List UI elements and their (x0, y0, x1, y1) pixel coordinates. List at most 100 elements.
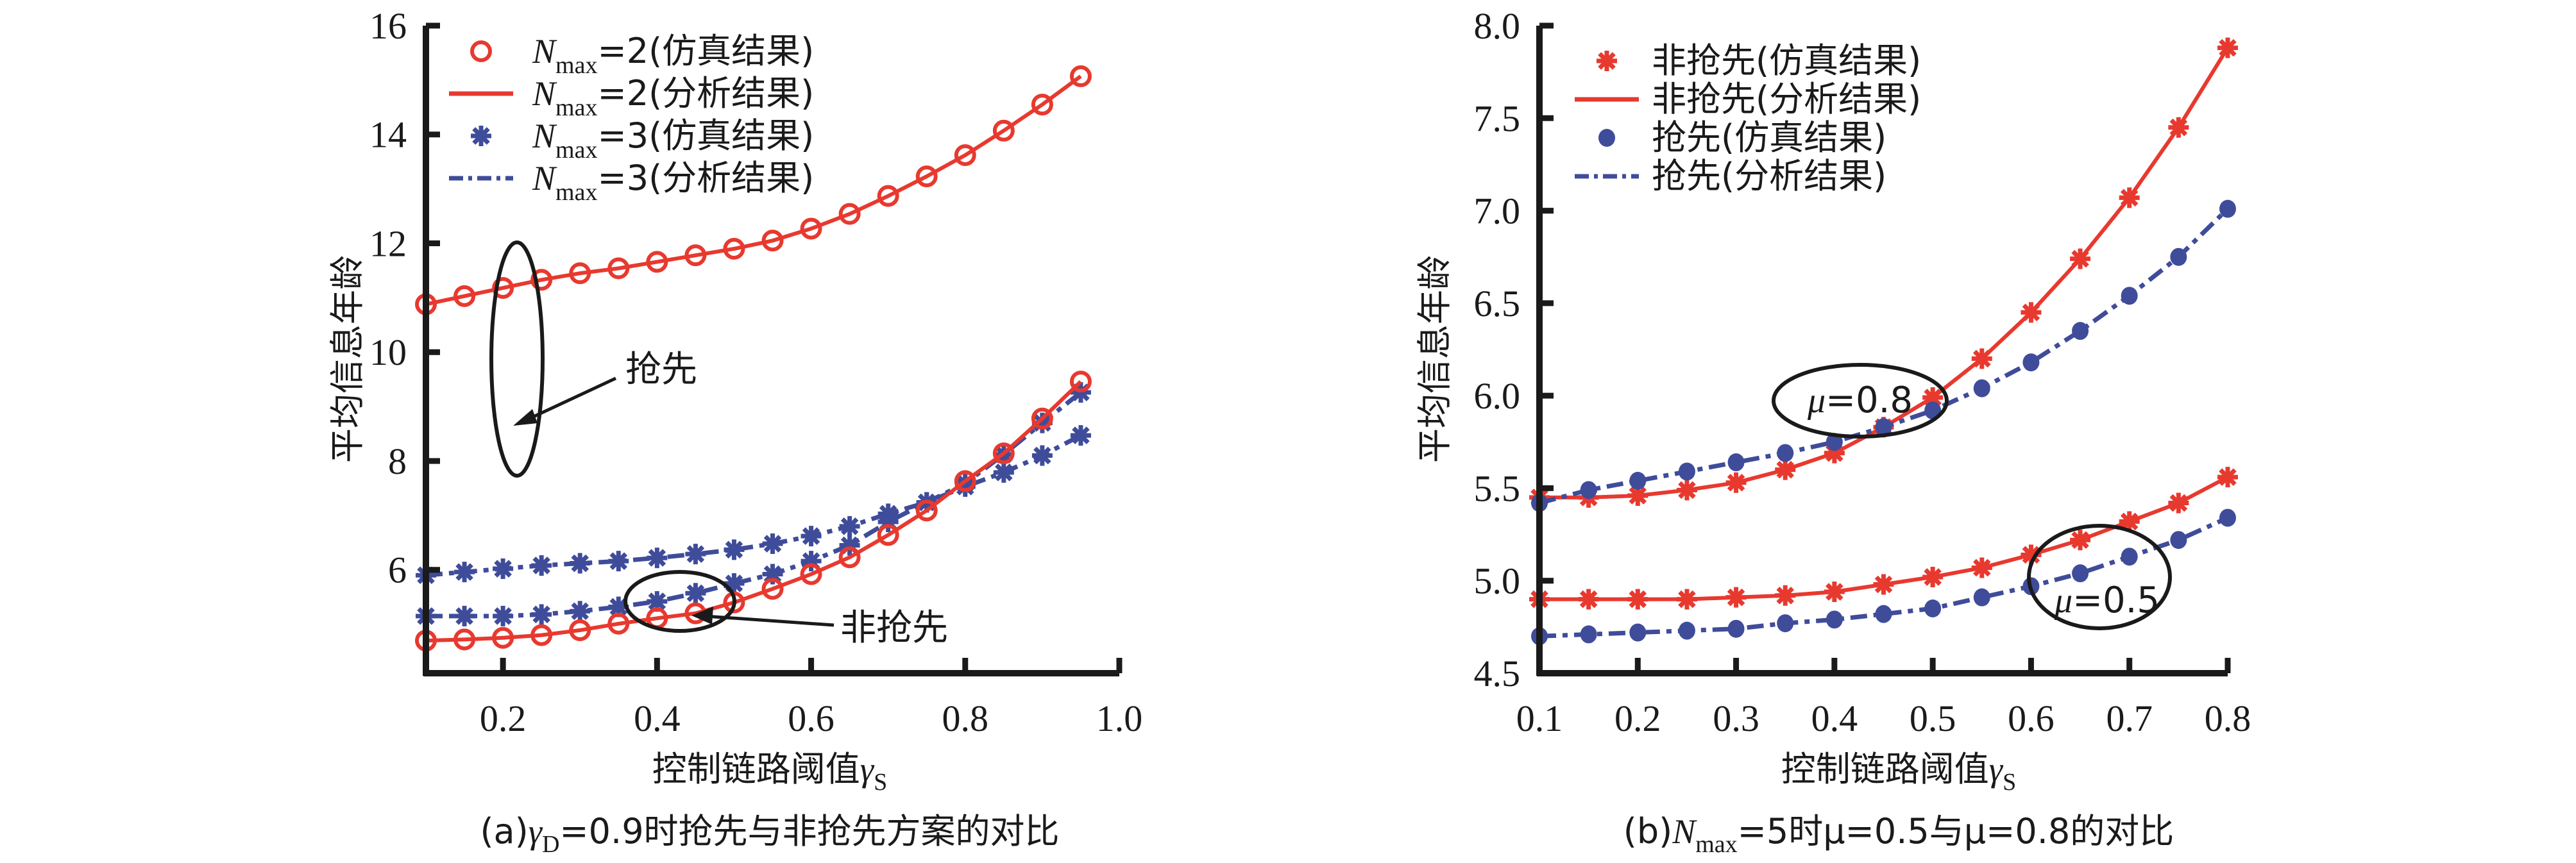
a-series-3-point (453, 628, 476, 651)
b-series-3-point (2170, 531, 2187, 549)
b-caption-sym: N (1672, 812, 1697, 851)
a-series-1-point (1031, 445, 1053, 466)
a-legend: Nmax=2(仿真结果)Nmax=2(分析结果)Nmax=3(仿真结果)Nmax… (449, 31, 814, 206)
b-series-3-point (1629, 623, 1647, 642)
a-preemptive-arrowhead (513, 409, 538, 426)
a-series-3-point (992, 442, 1015, 465)
a-series-2-point (570, 601, 591, 622)
a-series-2-point (762, 564, 783, 585)
b-series-1-point (2219, 199, 2236, 218)
a-legend-label: Nmax=3(分析结果) (532, 158, 814, 206)
a-series-0-point (838, 203, 861, 225)
a-caption-sym: γ (529, 812, 543, 851)
a-series-3-point (569, 619, 591, 641)
a-legend-label-part: N (532, 32, 557, 71)
b-series-1-point (2022, 353, 2040, 372)
b-series-0-point (1676, 480, 1697, 501)
b-series-0-point (2217, 37, 2238, 58)
b-xlabel-sym: γ (1989, 750, 2004, 789)
b-series-2-point (1775, 585, 1796, 606)
b-mu08-sym: μ (1807, 381, 1826, 421)
a-series-0-point (1069, 65, 1092, 87)
b-series-1-point (2072, 322, 2089, 340)
a-x-tick-label: 0.6 (788, 698, 835, 739)
b-xlabel-text: 控制链路阈值 (1781, 749, 1989, 789)
b-annotations: μ=0.8 μ=0.5 (1772, 363, 2172, 630)
b-series-2-point (1824, 582, 1845, 603)
a-caption-prefix: (a) (480, 811, 528, 851)
b-y-tick-label: 4.5 (1474, 653, 1521, 694)
a-series-0-point (992, 119, 1015, 142)
a-legend-item-3: Nmax=3(分析结果) (449, 158, 814, 206)
a-series-2-point (531, 604, 552, 625)
a-annotations: 抢先 非抢先 (489, 240, 948, 649)
b-legend-item-1: 非抢先(分析结果) (1575, 79, 1921, 119)
a-series-1-point (762, 533, 783, 554)
a-series-3-point (530, 624, 553, 646)
a-series-3-point (800, 563, 822, 585)
a-nonpreemptive-label: 非抢先 (840, 607, 948, 649)
a-legend-label-part: N (532, 117, 557, 155)
a-legend-label: Nmax=2(分析结果) (532, 73, 814, 121)
a-series-2-point (454, 605, 475, 626)
a-series-3-point (1031, 407, 1053, 430)
b-series-0-point (2168, 117, 2189, 138)
a-series-1-point (801, 526, 822, 547)
a-series-1-point (993, 462, 1014, 483)
a-legend-marker (471, 126, 491, 146)
a-series-0-point (723, 237, 745, 260)
b-series-2-point (2217, 467, 2238, 488)
a-legend-label-part: =2(仿真结果) (597, 31, 814, 71)
a-caption: (a)γD=0.9时抢先与非抢先方案的对比 (480, 811, 1059, 858)
a-series-2-point (839, 535, 860, 556)
b-series-0-point (1775, 459, 1796, 480)
b-series-3-point (1826, 610, 1843, 629)
a-series-1-point (570, 553, 591, 574)
a-series-3-point (607, 612, 630, 635)
a-series-0-point (800, 217, 822, 240)
a-series-0-point (1031, 94, 1053, 116)
b-series-2-point (1627, 589, 1648, 610)
b-xlabel: 控制链路阈值γS (1781, 749, 2016, 796)
a-series-3-point (1069, 371, 1092, 393)
b-legend-label: 非抢先(仿真结果) (1652, 40, 1921, 81)
a-legend-marker (470, 40, 492, 62)
a-nonpreemptive-arrowhead (691, 607, 713, 624)
a-series-0-point (569, 262, 591, 285)
chart-b: 4.5 5.0 5.5 6.0 6.5 7.0 7.5 8.0 0.1 0.2 0.3 0.4 0.5 0… (1414, 5, 2251, 858)
a-series-3-point (838, 546, 861, 569)
a-ticks: 6 8 10 12 14 16 0.2 0.4 0.6 0.8 1.0 (369, 5, 1142, 739)
a-xlabel-sub: S (874, 769, 887, 796)
b-y-tick-label: 7.5 (1474, 97, 1521, 139)
a-legend-label-part: N (532, 159, 557, 197)
b-legend-item-0: 非抢先(仿真结果) (1597, 40, 1921, 81)
b-mu05-ellipse (2027, 524, 2172, 630)
a-x-tick-label: 1.0 (1096, 698, 1143, 739)
a-x-tick-label: 0.4 (634, 698, 681, 739)
b-series-3-point (2072, 564, 2089, 583)
b-y-tick-label: 8.0 (1474, 5, 1521, 47)
b-x-tick-label: 0.5 (1910, 698, 1956, 739)
a-series-0-point (646, 251, 668, 273)
b-series-3-point (1875, 605, 1892, 623)
a-series-2-point (647, 591, 668, 612)
b-y-tick-label: 6.0 (1474, 375, 1521, 417)
a-series-1-point (608, 551, 629, 572)
b-legend-marker (1598, 129, 1615, 147)
a-y-tick-label: 12 (369, 222, 407, 264)
a-legend-label-part: =3(仿真结果) (597, 115, 814, 156)
b-series-1-point (1777, 444, 1794, 462)
b-series-3-point (1924, 599, 1942, 617)
b-series-3-point (2219, 508, 2236, 527)
a-legend-label-part: max (555, 94, 597, 121)
a-xlabel-text: 控制链路阈值 (652, 749, 860, 789)
a-series-2-point (493, 605, 514, 626)
a-series-1-point (647, 548, 668, 569)
b-series-1-point (1580, 481, 1597, 499)
b-series-0-point (1922, 387, 1944, 408)
a-series-2-point (685, 583, 706, 604)
b-series-0-point (1725, 472, 1747, 493)
b-legend-item-3: 抢先(分析结果) (1575, 156, 1886, 196)
b-legend-label: 抢先(仿真结果) (1652, 117, 1886, 158)
